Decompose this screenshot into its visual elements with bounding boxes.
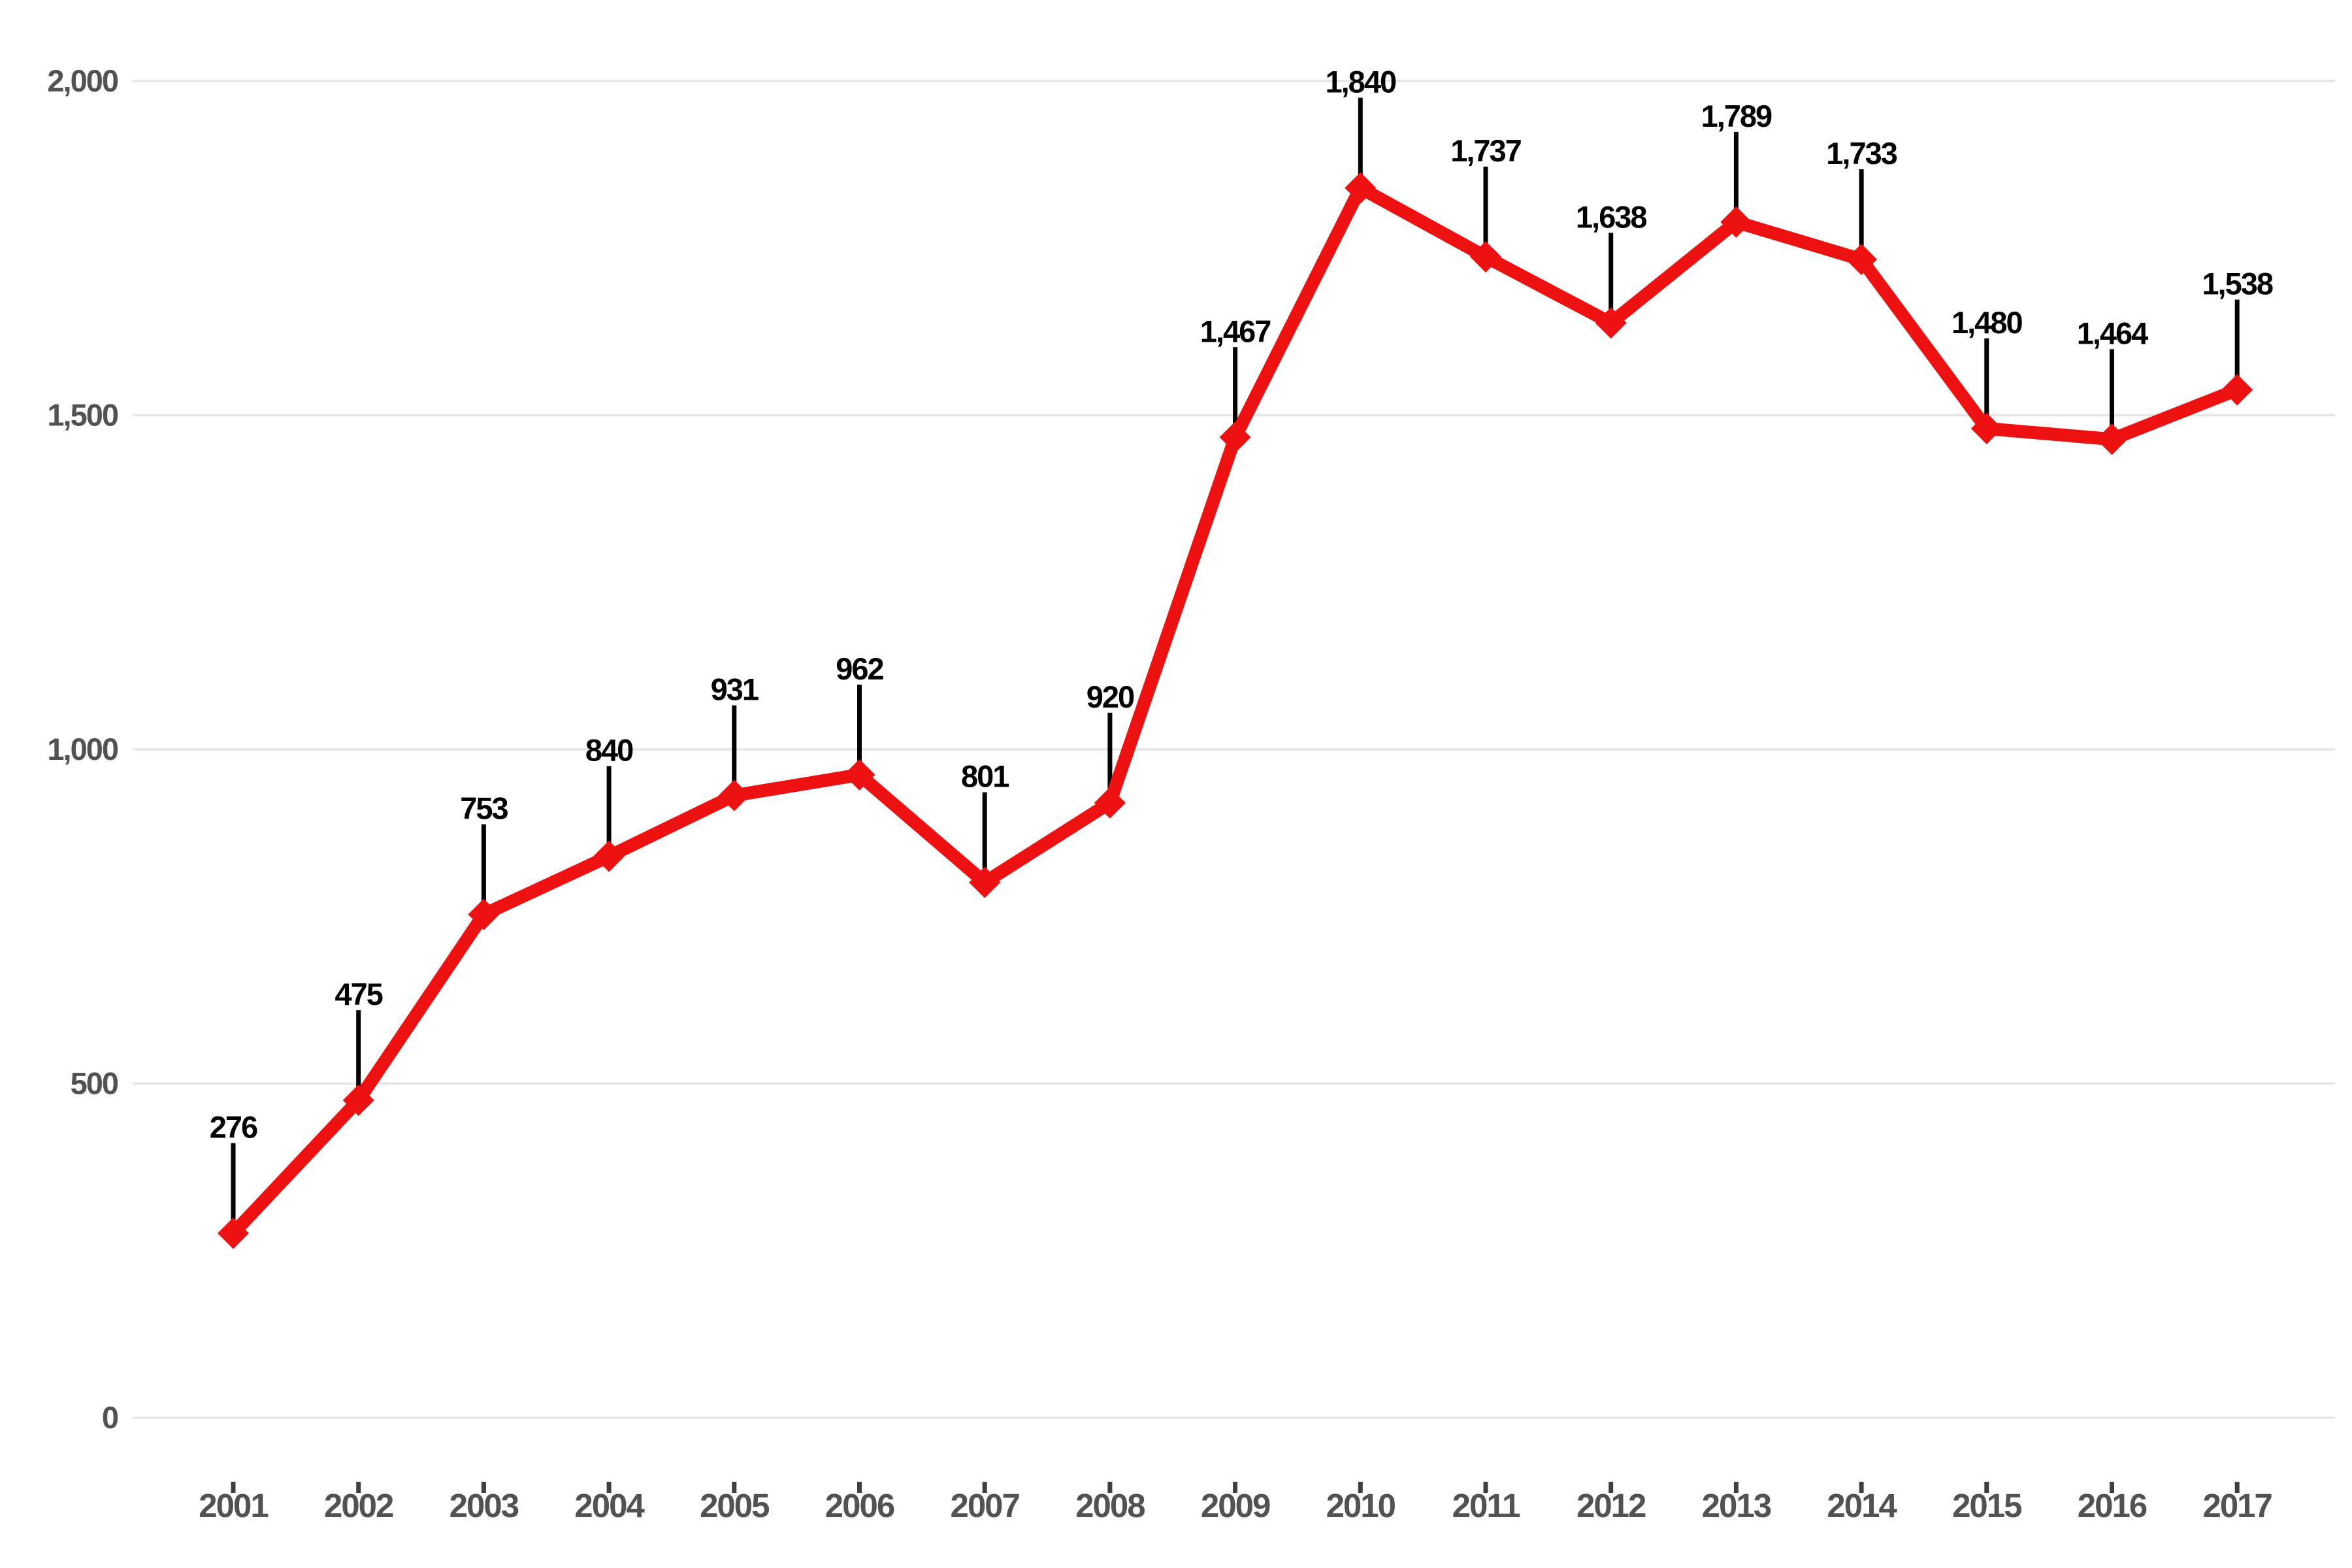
data-value-label: 801 <box>961 759 1009 794</box>
x-axis-tick-label: 2017 <box>2202 1487 2272 1524</box>
data-value-label: 1,467 <box>1200 314 1271 348</box>
data-value-label: 1,733 <box>1826 136 1897 171</box>
x-tick-2008 <box>1107 1482 1113 1493</box>
x-axis-tick-label: 2011 <box>1452 1487 1520 1524</box>
x-axis-tick-label: 2012 <box>1576 1487 1646 1524</box>
data-value-label: 1,737 <box>1450 133 1521 168</box>
y-axis-tick-label: 1,500 <box>47 398 118 433</box>
x-tick-2007 <box>982 1482 987 1493</box>
data-value-label: 840 <box>585 733 633 768</box>
x-tick-2015 <box>1984 1482 1989 1493</box>
x-axis-tick-label: 2002 <box>324 1487 393 1524</box>
data-point-2011 <box>1469 241 1502 273</box>
data-point-2010 <box>1345 172 1377 204</box>
gridlines-layer <box>133 80 2335 1419</box>
y-axis-tick-label: 500 <box>71 1066 118 1101</box>
x-tick-2009 <box>1233 1482 1238 1493</box>
x-axis-tick-label: 2004 <box>574 1487 645 1524</box>
y-axis-tick-label: 2,000 <box>47 63 118 98</box>
leader-lines-layer <box>231 97 2240 1223</box>
x-tick-2005 <box>732 1482 737 1493</box>
data-value-label: 962 <box>836 651 883 686</box>
x-axis-tick-label: 2003 <box>449 1487 519 1524</box>
data-point-2015 <box>1970 412 2002 445</box>
data-point-2017 <box>2221 374 2253 406</box>
data-point-2013 <box>1720 206 1752 238</box>
x-tick-2006 <box>857 1482 862 1493</box>
x-axis-tick-label: 2016 <box>2078 1487 2147 1524</box>
value-labels-layer: 276 475 753 840 931 962 801 920 1,467 1,840 1,737 1… <box>210 65 2274 1145</box>
x-axis-tick-label: 2007 <box>950 1487 1019 1524</box>
data-point-2012 <box>1595 307 1627 339</box>
x-tick-2002 <box>356 1482 361 1493</box>
y-axis-labels: 0 500 1,000 1,500 2,000 <box>47 63 119 1435</box>
x-axis-tick-label: 2015 <box>1952 1487 2021 1524</box>
data-value-label: 475 <box>335 977 382 1011</box>
x-axis-labels: 2001 2002 2003 2004 2005 2006 2007 2008 2009 2010… <box>199 1487 2273 1524</box>
data-value-label: 753 <box>460 791 508 826</box>
x-tick-2013 <box>1733 1482 1739 1493</box>
x-tick-2017 <box>2234 1482 2240 1493</box>
data-value-label: 931 <box>711 672 759 707</box>
x-axis-tick-label: 2013 <box>1702 1487 1771 1524</box>
x-tick-2011 <box>1483 1482 1488 1493</box>
y-axis-tick-label: 1,000 <box>47 732 118 766</box>
y-axis-tick-label: 0 <box>102 1400 118 1435</box>
x-tick-2016 <box>2110 1482 2114 1493</box>
x-tick-2014 <box>1859 1482 1864 1493</box>
data-value-label: 1,638 <box>1576 199 1646 234</box>
data-point-2014 <box>1846 244 1878 276</box>
x-axis-tick-label: 2014 <box>1827 1487 1897 1524</box>
data-value-label: 920 <box>1086 679 1134 714</box>
x-axis-tick-label: 2006 <box>825 1487 894 1524</box>
x-tick-2003 <box>481 1482 486 1493</box>
data-value-label: 1,464 <box>2077 316 2148 350</box>
data-point-2016 <box>2096 423 2128 455</box>
x-axis-tick-label: 2005 <box>700 1487 769 1524</box>
data-value-label: 276 <box>210 1110 257 1145</box>
x-tick-2001 <box>231 1482 236 1493</box>
x-tick-2010 <box>1358 1482 1363 1493</box>
data-value-label: 1,840 <box>1325 65 1396 99</box>
x-axis-tick-label: 2008 <box>1075 1487 1145 1524</box>
x-axis-ticks <box>231 1482 2240 1493</box>
x-axis-tick-label: 2010 <box>1326 1487 1396 1524</box>
x-axis-tick-label: 2001 <box>199 1487 268 1524</box>
data-value-label: 1,789 <box>1701 99 1772 133</box>
data-value-label: 1,538 <box>2202 267 2272 301</box>
data-value-label: 1,480 <box>1952 305 2022 340</box>
x-tick-2012 <box>1609 1482 1614 1493</box>
x-axis-tick-label: 2009 <box>1201 1487 1270 1524</box>
x-tick-2004 <box>606 1482 612 1493</box>
